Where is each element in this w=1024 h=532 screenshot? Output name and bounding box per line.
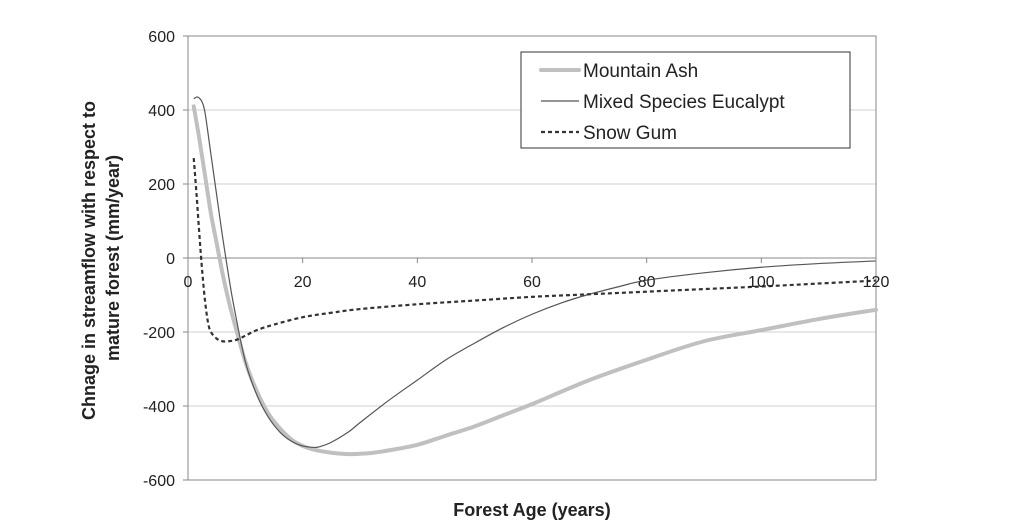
y-axis-title-line-1: Chnage in streamflow with respect to: [79, 101, 99, 420]
series-lines: [191, 96, 878, 457]
y-tick-label: 400: [148, 103, 175, 120]
y-tick-label: -600: [143, 473, 175, 490]
x-tick-label: 60: [523, 274, 541, 291]
y-tick-label: 600: [148, 29, 175, 46]
y-tick-label: 200: [148, 177, 175, 194]
series-line-snow-gum: [192, 158, 877, 343]
legend-label-mountain-ash: Mountain Ash: [583, 61, 698, 82]
x-tick-label: 0: [184, 274, 193, 291]
series-line-mountain-ash: [191, 104, 878, 457]
x-tick-label: 80: [638, 274, 656, 291]
x-tick-label: 100: [748, 274, 775, 291]
x-axis-title: Forest Age (years): [453, 500, 610, 520]
y-axis-title-line-2: mature forest (mm/year): [103, 155, 123, 361]
y-axis-title: Chnage in streamflow with respect to mat…: [79, 96, 123, 420]
series-line-mixed-species-eucalypt: [193, 96, 877, 449]
legend-label-snow-gum: Snow Gum: [583, 123, 677, 144]
tick-labels: 600 400 200 0 -200 -400 -600 0 20 40 60 80 100 120: [143, 29, 889, 490]
x-tick-label: 20: [294, 274, 312, 291]
x-tick-label: 120: [863, 274, 890, 291]
legend: Mountain Ash Mixed Species Eucalypt Snow…: [520, 51, 851, 149]
y-tick-label: 0: [166, 251, 175, 268]
y-tick-label: -200: [143, 325, 175, 342]
legend-label-mixed-species-eucalypt: Mixed Species Eucalypt: [583, 92, 785, 113]
y-tick-label: -400: [143, 399, 175, 416]
x-tick-label: 40: [408, 274, 426, 291]
